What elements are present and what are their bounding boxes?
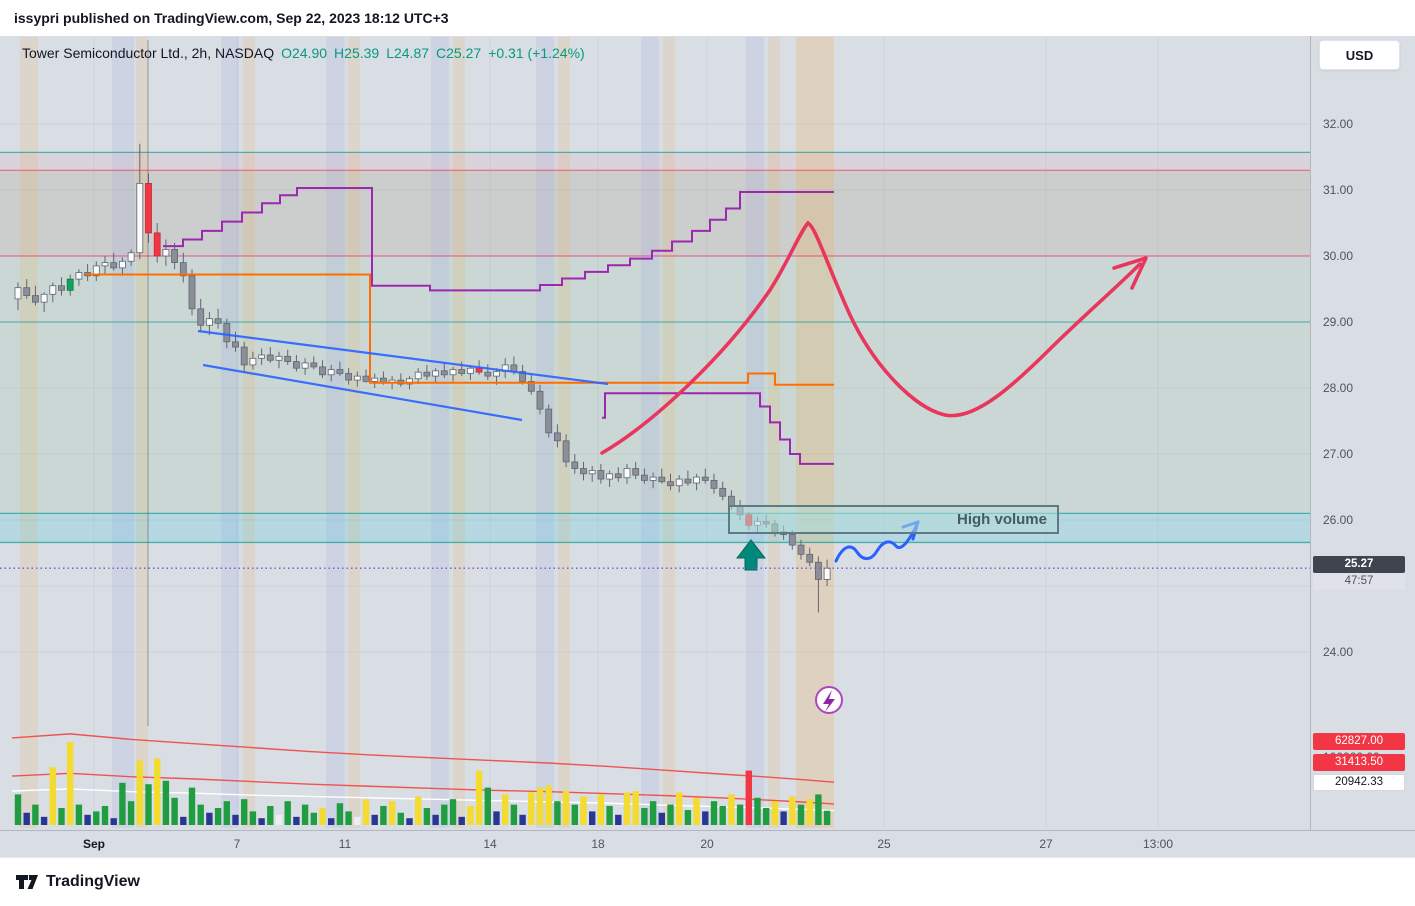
price-tick: 29.00 bbox=[1323, 315, 1354, 329]
price-tick: 31.00 bbox=[1323, 183, 1354, 197]
time-label: 18 bbox=[591, 837, 605, 851]
time-label: 20 bbox=[700, 837, 714, 851]
time-label: 7 bbox=[233, 837, 241, 851]
ohlc-high: H25.39 bbox=[334, 45, 380, 61]
current-price-badge: 25.27 bbox=[1313, 556, 1405, 573]
indicator-lines bbox=[85, 187, 834, 465]
time-label: Sep bbox=[82, 837, 105, 851]
price-tick: 30.00 bbox=[1323, 249, 1354, 263]
time-label: 14 bbox=[483, 837, 497, 851]
high-volume-annotation[interactable]: High volume bbox=[728, 505, 1059, 534]
price-tick: 27.00 bbox=[1323, 447, 1354, 461]
volume-bars bbox=[14, 742, 831, 825]
price-tick: 26.00 bbox=[1323, 513, 1354, 527]
footer: TradingView bbox=[0, 857, 1415, 906]
currency-toggle-button[interactable]: USD bbox=[1319, 40, 1400, 70]
time-label: 27 bbox=[1039, 837, 1053, 851]
countdown-badge: 47:57 bbox=[1313, 573, 1405, 590]
time-label: 25 bbox=[877, 837, 891, 851]
candles bbox=[14, 143, 831, 613]
chart-region: Tower Semiconductor Ltd., 2h, NASDAQ O24.… bbox=[0, 36, 1415, 857]
publish-header: issypri published on TradingView.com, Se… bbox=[0, 0, 1415, 36]
up-arrow-marker[interactable] bbox=[735, 539, 767, 571]
symbol-title: Tower Semiconductor Ltd., 2h, NASDAQ bbox=[22, 45, 275, 61]
volume-badge: 31413.50 bbox=[1313, 754, 1405, 771]
high-volume-label: High volume bbox=[956, 511, 1047, 528]
price-tick: 24.00 bbox=[1323, 645, 1354, 659]
chart-canvas[interactable] bbox=[0, 36, 1310, 830]
symbol-legend: Tower Semiconductor Ltd., 2h, NASDAQ O24.… bbox=[22, 45, 585, 61]
volume-badge: 20942.33 bbox=[1313, 774, 1405, 791]
ohlc-low: L24.87 bbox=[386, 45, 430, 61]
session-stripes bbox=[20, 37, 834, 828]
volume-badge: 62827.00 bbox=[1313, 733, 1405, 750]
ohlc-open: O24.90 bbox=[281, 45, 328, 61]
price-tick: 28.00 bbox=[1323, 381, 1354, 395]
price-axis[interactable]: USD 32.00 31.00 30.00 29.00 28.00 27.00 26.00 2… bbox=[1310, 36, 1415, 830]
tradingview-brand[interactable]: TradingView bbox=[46, 873, 140, 890]
red-arrow-drawing[interactable] bbox=[600, 220, 1148, 455]
tradingview-logo-icon[interactable] bbox=[16, 873, 38, 891]
volume-ma-lines bbox=[11, 733, 835, 812]
grid bbox=[0, 37, 1310, 828]
ohlc-close: C25.27 bbox=[436, 45, 482, 61]
publish-info: issypri published on TradingView.com, Se… bbox=[14, 10, 449, 26]
price-zones bbox=[0, 152, 1310, 543]
lightning-icon[interactable] bbox=[815, 686, 843, 714]
trendline-drawings[interactable] bbox=[197, 329, 609, 422]
ohlc-change: +0.31 (+1.24%) bbox=[488, 45, 585, 61]
time-label: 13:00 bbox=[1142, 837, 1174, 851]
time-label: 11 bbox=[338, 837, 352, 851]
price-tick: 32.00 bbox=[1323, 117, 1354, 131]
time-axis[interactable]: Sep 7 11 14 18 20 25 27 13:00 bbox=[0, 830, 1415, 857]
